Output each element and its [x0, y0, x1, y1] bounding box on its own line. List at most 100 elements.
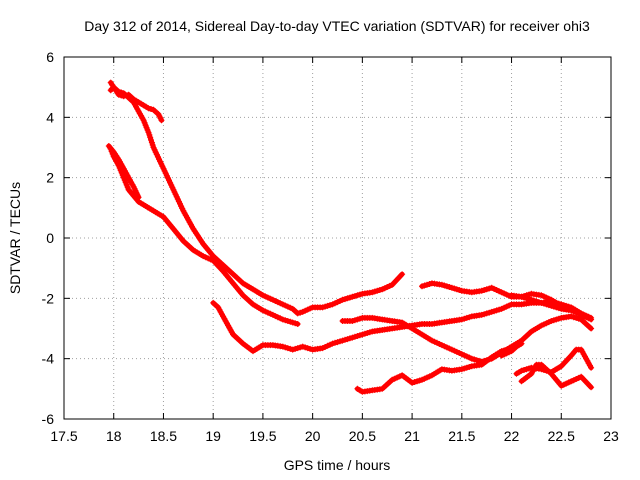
data-point — [589, 327, 593, 330]
series-track-2 — [107, 79, 406, 317]
data-point — [191, 248, 195, 252]
series-track-4 — [105, 143, 142, 201]
data-point — [162, 167, 165, 171]
data-point — [380, 318, 384, 321]
data-point — [132, 100, 136, 104]
data-point — [400, 321, 404, 324]
data-point — [574, 348, 578, 352]
data-point — [579, 318, 583, 321]
data-point — [450, 348, 454, 352]
series-markers — [354, 346, 510, 395]
data-point — [520, 342, 523, 346]
data-point — [281, 345, 285, 349]
data-point — [539, 293, 543, 297]
data-point — [281, 302, 285, 306]
data-point — [162, 215, 165, 219]
data-point — [321, 305, 325, 309]
data-point — [291, 307, 295, 311]
data-point — [539, 301, 543, 305]
data-point — [221, 263, 225, 267]
data-point — [569, 354, 573, 358]
data-point — [241, 342, 245, 346]
data-point — [520, 379, 523, 383]
data-point — [589, 385, 593, 389]
data-point — [410, 381, 414, 385]
data-point — [370, 330, 374, 333]
data-point — [450, 369, 454, 373]
data-point — [201, 242, 205, 246]
data-point — [529, 292, 533, 296]
data-point — [112, 85, 116, 89]
data-point — [117, 158, 121, 162]
data-point — [380, 287, 384, 291]
data-point — [370, 388, 374, 392]
x-tick-label: 17.5 — [50, 428, 77, 444]
series-track-6 — [339, 313, 595, 365]
x-tick-label: 23 — [603, 428, 619, 444]
data-point — [515, 372, 518, 376]
data-point — [311, 305, 315, 309]
data-point — [271, 313, 275, 317]
series-track-10 — [354, 346, 510, 395]
x-tick-label: 18.5 — [150, 428, 177, 444]
data-point — [420, 284, 424, 288]
data-point — [420, 322, 424, 326]
data-point — [281, 318, 285, 321]
data-point — [296, 322, 300, 326]
y-tick-label: -6 — [42, 411, 55, 427]
data-point — [331, 302, 334, 306]
series-track-8 — [498, 340, 525, 359]
data-point — [241, 281, 245, 285]
grid — [64, 57, 611, 419]
data-point — [221, 314, 225, 318]
data-point — [137, 100, 141, 104]
data-point — [331, 342, 334, 346]
data-point — [430, 322, 434, 326]
y-axis-label: SDTVAR / TECUs — [7, 182, 23, 294]
y-tick-label: -2 — [42, 290, 55, 306]
data-point — [132, 194, 136, 198]
data-point — [470, 364, 474, 368]
x-tick-label: 21 — [404, 428, 420, 444]
data-point — [480, 289, 484, 293]
data-point — [211, 301, 215, 305]
data-point — [410, 327, 414, 330]
data-point — [430, 373, 434, 377]
data-point — [539, 363, 543, 367]
data-point — [147, 106, 150, 110]
data-point — [490, 286, 494, 290]
x-tick-label: 19.5 — [249, 428, 276, 444]
y-tick-label: 4 — [46, 109, 54, 125]
data-point — [152, 146, 155, 149]
data-point — [490, 310, 494, 314]
data-point — [420, 378, 424, 382]
data-point — [529, 298, 533, 302]
data-point — [440, 321, 444, 324]
data-point — [400, 325, 404, 329]
data-point — [171, 227, 175, 231]
data-point — [137, 200, 141, 204]
data-point — [251, 302, 255, 306]
data-point — [390, 283, 394, 287]
data-point — [430, 281, 434, 285]
data-point — [579, 313, 583, 317]
series-track-12 — [518, 361, 595, 391]
data-point — [152, 209, 155, 213]
data-point — [390, 319, 394, 323]
data-point — [341, 319, 344, 323]
data-point — [360, 333, 364, 336]
y-tick-label: 6 — [46, 49, 54, 65]
data-point — [350, 295, 354, 299]
data-point — [211, 259, 215, 263]
data-point — [296, 311, 300, 315]
data-point — [510, 349, 513, 353]
data-point — [559, 364, 563, 368]
data-point — [500, 349, 504, 353]
data-point — [470, 357, 474, 361]
data-point — [117, 90, 121, 94]
data-point — [430, 339, 434, 343]
data-point — [271, 343, 275, 347]
data-point — [529, 330, 533, 333]
data-point — [510, 302, 513, 306]
data-point — [231, 333, 235, 336]
